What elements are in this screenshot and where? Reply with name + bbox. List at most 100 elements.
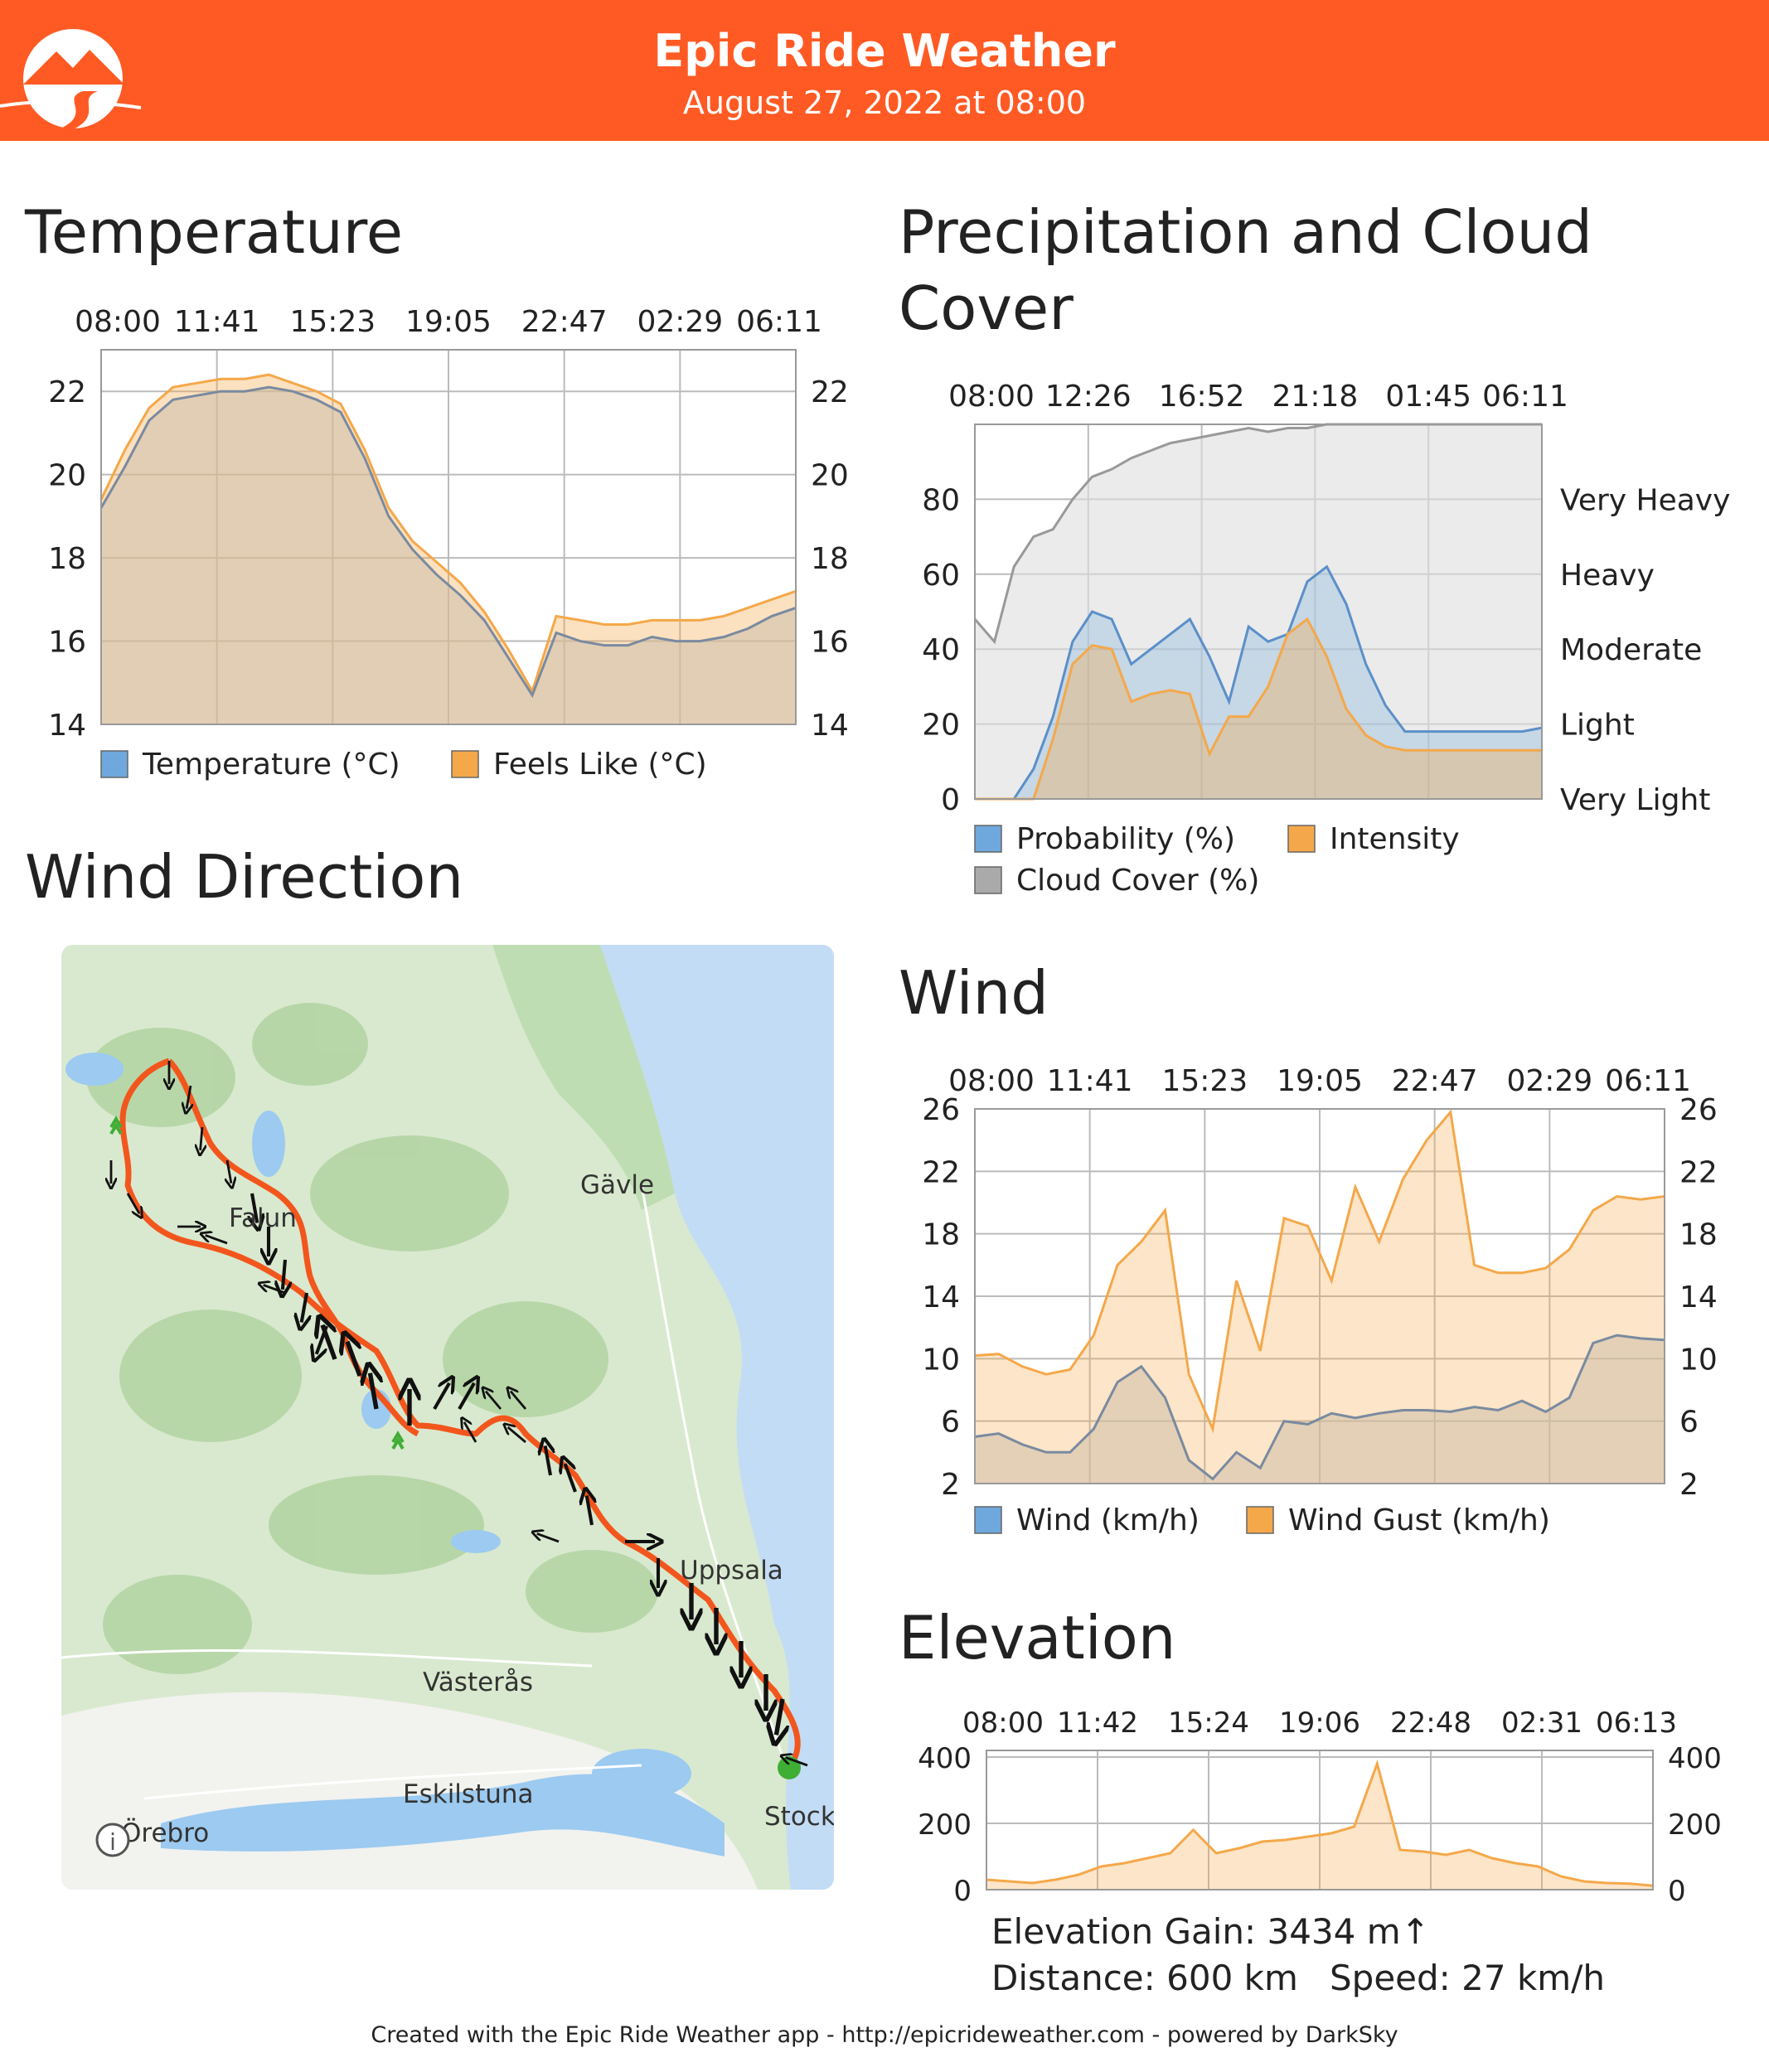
wind-direction-title: Wind Direction (25, 842, 464, 912)
elevation-x-tick: 19:06 (1279, 1706, 1360, 1740)
wind-y-tick: 22 (922, 1155, 960, 1189)
wind-arrow-icon (206, 1235, 228, 1245)
speed-stat: Speed: 27 km/h (1330, 1958, 1605, 1998)
precip-y-tick: 0 (941, 783, 960, 817)
wind-line-0 (974, 1109, 1665, 1434)
map-label-eskilstuna: Eskilstuna (403, 1779, 534, 1809)
wind-legend-swatch (974, 1506, 1002, 1534)
wind-title: Wind (899, 958, 1049, 1028)
forecast-date: August 27, 2022 at 08:00 (682, 85, 1087, 121)
map-label-stockholm: Stock (764, 1802, 834, 1832)
wind-direction-map[interactable]: Gävle Falun Uppsala Västerås Eskilstuna … (61, 945, 834, 1890)
wind-x-tick: 02:29 (1506, 1064, 1592, 1098)
elevation-x-tick: 06:13 (1596, 1706, 1677, 1740)
precip-x-tick: 12:26 (1045, 380, 1132, 414)
wind-arrow-icon (511, 1392, 527, 1410)
temperature-line-1 (99, 385, 797, 699)
map-info-button[interactable]: i (95, 1823, 130, 1857)
wind-chart: 08:00 11:41 15:23 19:05 22:47 02:29 06:112 26 61… (922, 1064, 1718, 1537)
precip-intensity-label: Light (1560, 709, 1635, 743)
temperature-x-tick: 19:05 (405, 305, 492, 339)
wind-x-tick: 08:00 (948, 1064, 1035, 1098)
precip-intensity-label: Heavy (1560, 559, 1655, 593)
wind-legend-label: Wind Gust (km/h) (1288, 1503, 1550, 1537)
elevation-x-tick: 11:42 (1057, 1706, 1138, 1740)
precip-legend-swatch (1287, 825, 1316, 853)
temperature-area-1 (101, 387, 796, 724)
wind-x-tick: 06:11 (1605, 1064, 1691, 1098)
elevation-x-tick: 15:24 (1168, 1706, 1249, 1740)
temperature-legend-label: Temperature (°C) (142, 748, 400, 782)
temperature-y-tick: 20 (48, 459, 86, 493)
wind-arrow-icon (565, 1464, 577, 1493)
elevation-y-tick-right: 400 (1668, 1742, 1722, 1775)
wind-arrow-icon (458, 1383, 474, 1411)
wind-arrow-icon (537, 1533, 560, 1543)
temperature-x-tick: 11:41 (174, 305, 260, 339)
elevation-y-tick: 400 (918, 1742, 972, 1775)
wind-y-tick-right: 6 (1679, 1406, 1699, 1440)
wind-y-tick-right: 22 (1679, 1155, 1718, 1189)
wind-arrow-icon (370, 1373, 376, 1410)
precip-x-tick: 06:11 (1482, 380, 1568, 414)
elevation-chart: 08:00 11:42 15:24 19:06 22:48 02:31 06:13 0 0 200… (918, 1706, 1722, 1906)
precip-area-0 (975, 424, 1542, 799)
wind-arrow-icon (587, 1496, 592, 1526)
wind-x-tick: 11:41 (1047, 1064, 1133, 1098)
temperature-x-tick: 15:23 (289, 305, 376, 339)
wind-arrow-icon (252, 1193, 257, 1223)
temperature-legend-swatch (100, 750, 128, 778)
precip-line-1 (975, 564, 1543, 801)
wind-arrow-icon (264, 1285, 286, 1295)
precip-x-tick: 16:52 (1159, 380, 1245, 414)
precip-y-tick: 20 (922, 709, 960, 743)
wind-arrow-icon (227, 1159, 231, 1184)
wind-y-tick: 18 (922, 1218, 960, 1252)
wind-arrow-icon (508, 1427, 526, 1444)
temperature-chart: 08:00 11:41 15:23 19:05 22:47 02:29 06:11 14 14 1… (48, 305, 849, 782)
temperature-y-tick: 16 (48, 626, 86, 660)
elevation-gain-stat: Elevation Gain: 3434 m↑ (991, 1911, 1430, 1952)
temperature-y-tick-right: 18 (811, 542, 849, 576)
temperature-y-tick: 18 (48, 542, 86, 576)
wind-y-tick-right: 10 (1679, 1343, 1718, 1377)
wind-arrow-icon (201, 1126, 202, 1150)
temperature-x-tick: 08:00 (75, 305, 161, 339)
wind-line-1 (974, 1334, 1665, 1481)
wind-arrow-icon (776, 1698, 783, 1735)
precip-x-tick: 21:18 (1272, 380, 1359, 414)
info-icon (95, 1823, 130, 1857)
temperature-y-tick-right: 20 (811, 459, 849, 493)
wind-arrow-icon (283, 1259, 285, 1290)
svg-text:i: i (109, 1828, 116, 1856)
precip-chart: 08:00 12:26 16:52 21:18 01:45 06:11 0 20 40 60 80 P… (922, 380, 1730, 898)
wind-arrow-icon (302, 1292, 307, 1323)
midpoint-marker-icon (391, 1431, 405, 1450)
precip-line-2 (975, 617, 1542, 801)
wind-arrow-icon (187, 1085, 191, 1109)
wind-y-tick: 2 (941, 1468, 960, 1502)
wind-arrow-icon (545, 1446, 550, 1476)
map-label-falun: Falun (229, 1203, 297, 1233)
elevation-line-0 (986, 1760, 1654, 1887)
wind-arrow-icon (322, 1325, 337, 1360)
wind-x-tick: 15:23 (1161, 1064, 1248, 1098)
temperature-y-tick-right: 14 (811, 709, 849, 743)
elevation-title: Elevation (899, 1603, 1176, 1673)
wind-y-tick: 26 (922, 1093, 960, 1127)
wind-y-tick: 10 (922, 1343, 960, 1377)
wind-y-tick: 14 (922, 1280, 960, 1314)
map-sea (600, 945, 834, 1890)
map-label-vasteras: Västerås (423, 1668, 533, 1697)
precip-legend-label: Cloud Cover (%) (1016, 864, 1259, 898)
precip-legend-swatch (974, 825, 1002, 853)
wind-legend-label: Wind (km/h) (1016, 1503, 1200, 1537)
wind-y-tick-right: 26 (1679, 1093, 1718, 1127)
elevation-x-tick: 08:00 (962, 1706, 1044, 1740)
temperature-y-tick-right: 22 (811, 375, 849, 409)
wind-arrow-icon (486, 1392, 502, 1410)
wind-legend-swatch (1246, 1506, 1274, 1534)
precip-intensity-label: Moderate (1560, 633, 1702, 667)
precip-legend-label: Intensity (1330, 822, 1460, 856)
precip-x-tick: 01:45 (1385, 380, 1471, 414)
